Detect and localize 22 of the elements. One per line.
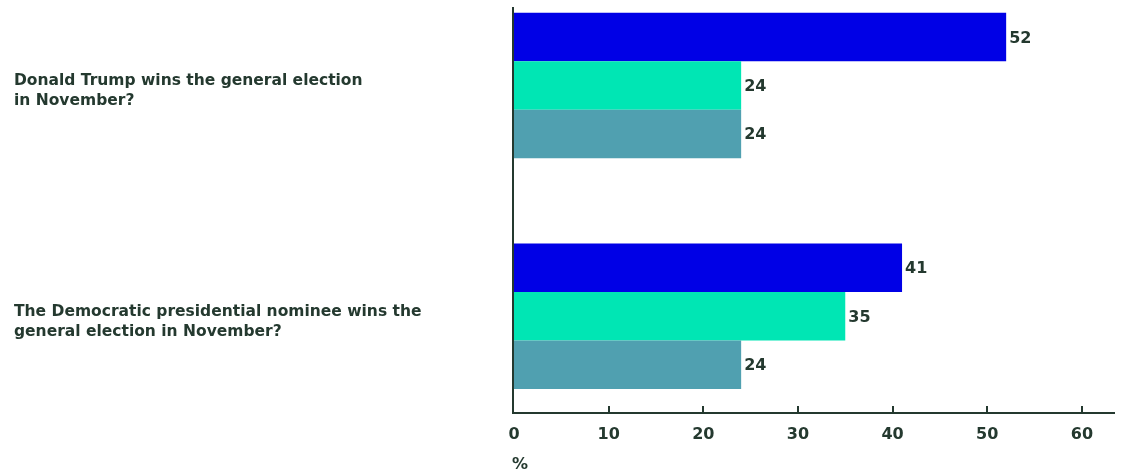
x-tick-label: 0 bbox=[508, 423, 520, 443]
data-label: 52 bbox=[1009, 27, 1032, 47]
x-axis-title: % bbox=[512, 454, 529, 473]
data-label: 24 bbox=[744, 355, 767, 375]
bar bbox=[514, 292, 846, 341]
x-tick-label: 60 bbox=[1070, 423, 1093, 443]
bar bbox=[514, 243, 903, 292]
bar bbox=[514, 340, 742, 389]
x-tick-label: 40 bbox=[881, 423, 904, 443]
x-tick-label: 10 bbox=[597, 423, 620, 443]
data-label: 41 bbox=[905, 258, 928, 278]
data-label: 35 bbox=[848, 306, 871, 326]
bar bbox=[514, 61, 742, 110]
y-tick-label: Donald Trump wins the general election in November? bbox=[14, 71, 363, 110]
x-tick-label: 30 bbox=[786, 423, 810, 443]
bar bbox=[514, 12, 1007, 62]
y-tick-label: The Democratic presidential nominee wins the general election in November? bbox=[14, 302, 422, 341]
x-tick-label: 20 bbox=[692, 423, 715, 443]
data-label: 24 bbox=[744, 124, 767, 144]
x-tick-label: 50 bbox=[976, 423, 999, 443]
bar bbox=[514, 109, 742, 159]
data-label: 24 bbox=[744, 75, 767, 95]
